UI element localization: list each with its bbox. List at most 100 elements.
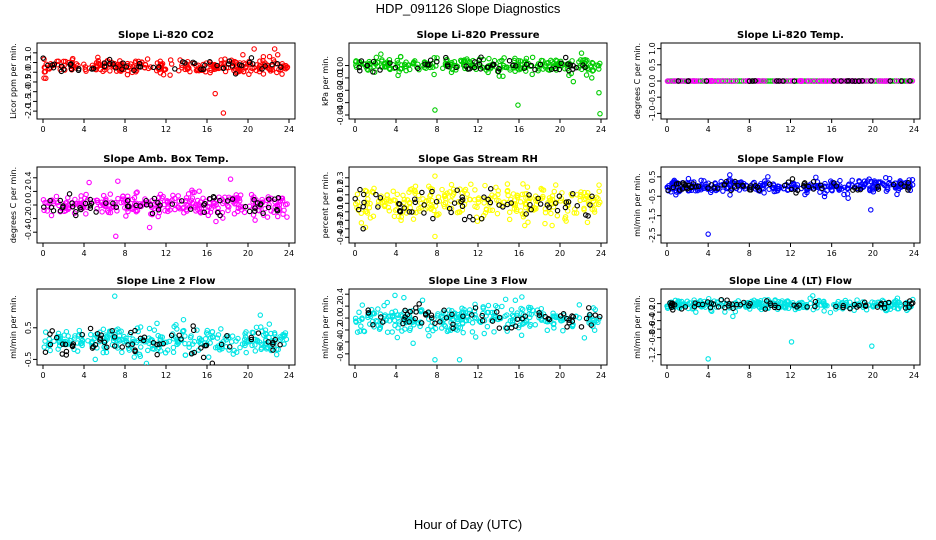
data-point <box>551 188 558 195</box>
data-point <box>410 340 416 347</box>
panel-title: Slope Amb. Box Temp. <box>103 154 229 165</box>
data-point <box>48 212 55 219</box>
data-point <box>100 349 106 356</box>
data-point <box>823 78 830 84</box>
data-point <box>707 189 714 196</box>
data-point-black <box>670 184 676 191</box>
data-point-black <box>854 187 861 193</box>
data-point-black <box>587 202 593 208</box>
data-point-black <box>97 337 103 343</box>
data-point-black <box>258 201 264 207</box>
data-point-black <box>248 334 254 341</box>
outlier-point <box>227 176 234 182</box>
x-tick-label: 16 <box>202 371 212 380</box>
data-point-black <box>406 209 413 215</box>
data-point <box>149 343 156 349</box>
x-tick-label: 4 <box>706 249 711 258</box>
data-point-black <box>564 324 570 330</box>
x-tick-label: 16 <box>827 249 837 258</box>
data-point-black <box>461 216 468 223</box>
data-point <box>74 348 81 354</box>
data-point-black <box>443 54 449 61</box>
x-tick-label: 24 <box>909 125 919 134</box>
data-point <box>240 204 246 210</box>
x-tick-label: 0 <box>40 249 45 258</box>
data-point <box>81 61 87 68</box>
x-tick-label: 20 <box>243 249 253 258</box>
data-point <box>115 195 121 202</box>
x-tick-label: 4 <box>81 125 86 134</box>
data-point-black <box>681 181 687 188</box>
x-tick-label: 20 <box>868 371 878 380</box>
data-point <box>243 349 249 356</box>
data-point <box>457 186 463 192</box>
data-point-black <box>156 64 162 70</box>
data-point-black <box>441 307 447 314</box>
data-point-black <box>766 181 773 188</box>
data-point <box>375 306 381 312</box>
data-point <box>361 328 368 335</box>
data-point-black <box>378 314 384 320</box>
data-point-black <box>364 62 371 69</box>
data-point <box>172 201 178 208</box>
points-group <box>352 50 603 117</box>
data-point <box>435 311 441 317</box>
data-point <box>822 190 828 197</box>
data-point-black <box>905 180 912 186</box>
outlier-point <box>86 179 92 186</box>
data-point-black <box>133 202 139 209</box>
data-point-black <box>272 336 278 343</box>
data-point <box>279 71 285 77</box>
data-point-black <box>449 311 455 318</box>
data-point-black <box>270 341 276 347</box>
y-tick-label: -0.5 <box>648 188 657 204</box>
data-point-black <box>58 68 65 75</box>
data-point-black <box>469 312 475 318</box>
data-point <box>218 326 224 332</box>
y-axis-label: degrees C per min. <box>9 167 18 243</box>
data-point-black <box>692 300 698 306</box>
data-point-black <box>198 345 204 351</box>
data-point-black <box>459 203 466 210</box>
data-point <box>274 213 281 220</box>
data-point <box>373 54 380 61</box>
data-point <box>838 186 845 192</box>
data-point-black <box>47 197 53 204</box>
data-point-black <box>564 315 570 322</box>
data-point <box>542 209 549 216</box>
data-point-black <box>69 343 76 350</box>
data-point-black <box>143 202 150 208</box>
data-point <box>143 360 150 365</box>
y-axis-label: percent per min. <box>321 172 330 239</box>
y-axis-label: ml/min per min. <box>633 173 642 237</box>
data-point <box>205 354 212 360</box>
x-tick-label: 12 <box>473 125 483 134</box>
data-point <box>436 198 443 204</box>
y-tick-label: -0.2 <box>336 322 345 338</box>
data-point-black <box>523 61 530 68</box>
y-tick-label: 0.0 <box>648 75 657 88</box>
data-point <box>577 57 584 63</box>
data-point <box>460 62 467 69</box>
data-point <box>387 65 393 72</box>
data-point-black <box>675 78 682 84</box>
data-point <box>284 214 290 220</box>
data-point <box>278 66 284 73</box>
data-point <box>376 326 383 332</box>
data-point-black <box>737 301 744 308</box>
data-point <box>432 325 439 332</box>
data-point <box>170 349 177 356</box>
data-point-black <box>93 209 99 215</box>
panel-8: Slope Line 3 Flow 0 4 8 12 16 20 24 -0.6-0.4-0.2… <box>321 276 608 380</box>
data-point <box>512 297 519 304</box>
data-point-black <box>764 298 770 304</box>
data-point-black <box>526 192 532 198</box>
data-point-black <box>248 55 255 61</box>
data-point <box>95 54 101 61</box>
x-tick-label: 20 <box>555 371 565 380</box>
data-point-black <box>47 341 54 348</box>
data-point <box>515 324 522 331</box>
points-group <box>41 293 290 365</box>
data-point-black <box>180 59 186 65</box>
x-tick-label: 20 <box>555 125 565 134</box>
